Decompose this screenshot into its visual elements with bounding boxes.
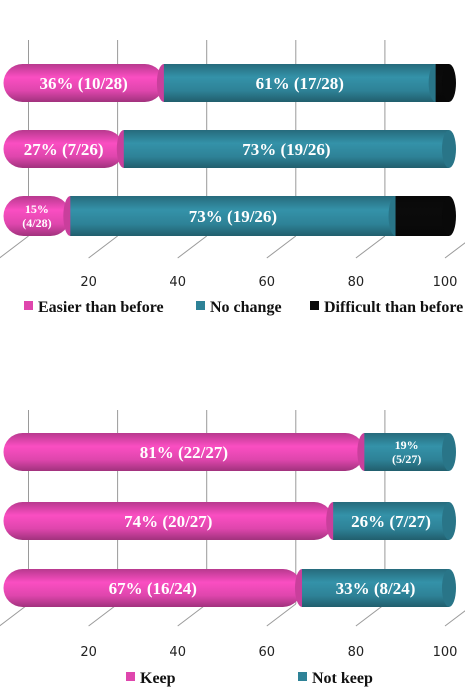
bar-value-label: 61% (17/28) [256,74,344,93]
bar-segment [123,130,449,168]
legend-label: Easier than before [38,299,164,316]
x-tick-label: 100 [433,645,458,660]
grid-line-slant [88,603,118,627]
bar-cap [442,130,456,168]
bar-segment [364,433,449,471]
legend-label: Not keep [312,670,373,687]
bar-segment [3,433,365,471]
legend-label: No change [210,299,282,316]
bars: 81% (22/27) 19% (5/27) 74% (20/27) 26% (7/27… [3,433,456,607]
bar-cap [442,502,456,540]
bar-value-label: 15% (4/28) [22,202,51,230]
legend: Easier than before No change Difficult tha… [24,299,463,316]
bar-cap [442,569,456,607]
bar-segment [3,64,164,102]
grid-line-slant [177,235,208,259]
legend-label: Difficult than before [324,299,463,316]
bar-value-label: 73% (19/26) [189,207,277,226]
grid-line-slant [177,603,208,627]
x-axis-ticks: 20 40 60 80 100 [80,645,457,660]
bar-segment [395,196,449,236]
legend-swatch [126,672,135,681]
bar-value-label: 36% (10/28) [40,74,128,93]
grid-line-slant [355,603,386,627]
x-tick-label: 40 [169,275,186,290]
bar-segment [70,196,396,236]
grid-line-slant [0,235,29,259]
x-tick-label: 80 [348,275,365,290]
grid-line-slant [355,235,386,259]
bar-value-label: 67% (16/24) [109,579,197,598]
x-tick-label: 60 [259,275,276,290]
legend-swatch [310,301,319,310]
grid-line-slant [266,235,297,259]
bar-cap [442,196,456,236]
bar-cap [442,64,456,102]
x-tick-label: 100 [433,275,458,290]
grid-line-slant [88,235,118,259]
bars: 36% (10/28) 61% (17/28) 27% (7/26) 73% (19/… [3,64,456,236]
bar-value-label: 19% (5/27) [392,438,421,466]
legend-label: Keep [140,670,176,687]
x-tick-label: 60 [259,645,276,660]
bar-segment [3,130,124,168]
bar-segment [3,569,302,607]
legend: Keep Not keep [126,670,373,687]
grid-line-slant [444,242,465,259]
grid-line-slant [0,603,29,627]
chart-1: 36% (10/28) 61% (17/28) 27% (7/26) 73% (19/… [0,40,465,316]
legend-swatch [24,301,33,310]
bar-value-label: 27% (7/26) [24,140,104,159]
chart-2: 81% (22/27) 19% (5/27) 74% (20/27) 26% (7/27… [0,410,465,687]
legend-swatch [298,672,307,681]
x-tick-label: 20 [80,275,97,290]
bar-segment [3,502,334,540]
bar-cap [442,433,456,471]
bar-value-label: 73% (19/26) [242,140,330,159]
x-tick-label: 80 [348,645,365,660]
x-tick-label: 20 [80,645,97,660]
bar-value-label: 26% (7/27) [351,512,431,531]
legend-swatch [196,301,205,310]
x-axis-ticks: 20 40 60 80 100 [80,275,457,290]
bar-segment [301,569,449,607]
bar-segment [3,196,71,236]
bar-value-label: 74% (20/27) [124,512,212,531]
grid-line-slant [266,603,297,627]
bar-value-label: 81% (22/27) [140,443,228,462]
bar-segment [163,64,436,102]
bar-segment [333,502,449,540]
grid-line-slant [444,610,465,627]
x-tick-label: 40 [169,645,186,660]
bar-value-label: 33% (8/24) [336,579,416,598]
